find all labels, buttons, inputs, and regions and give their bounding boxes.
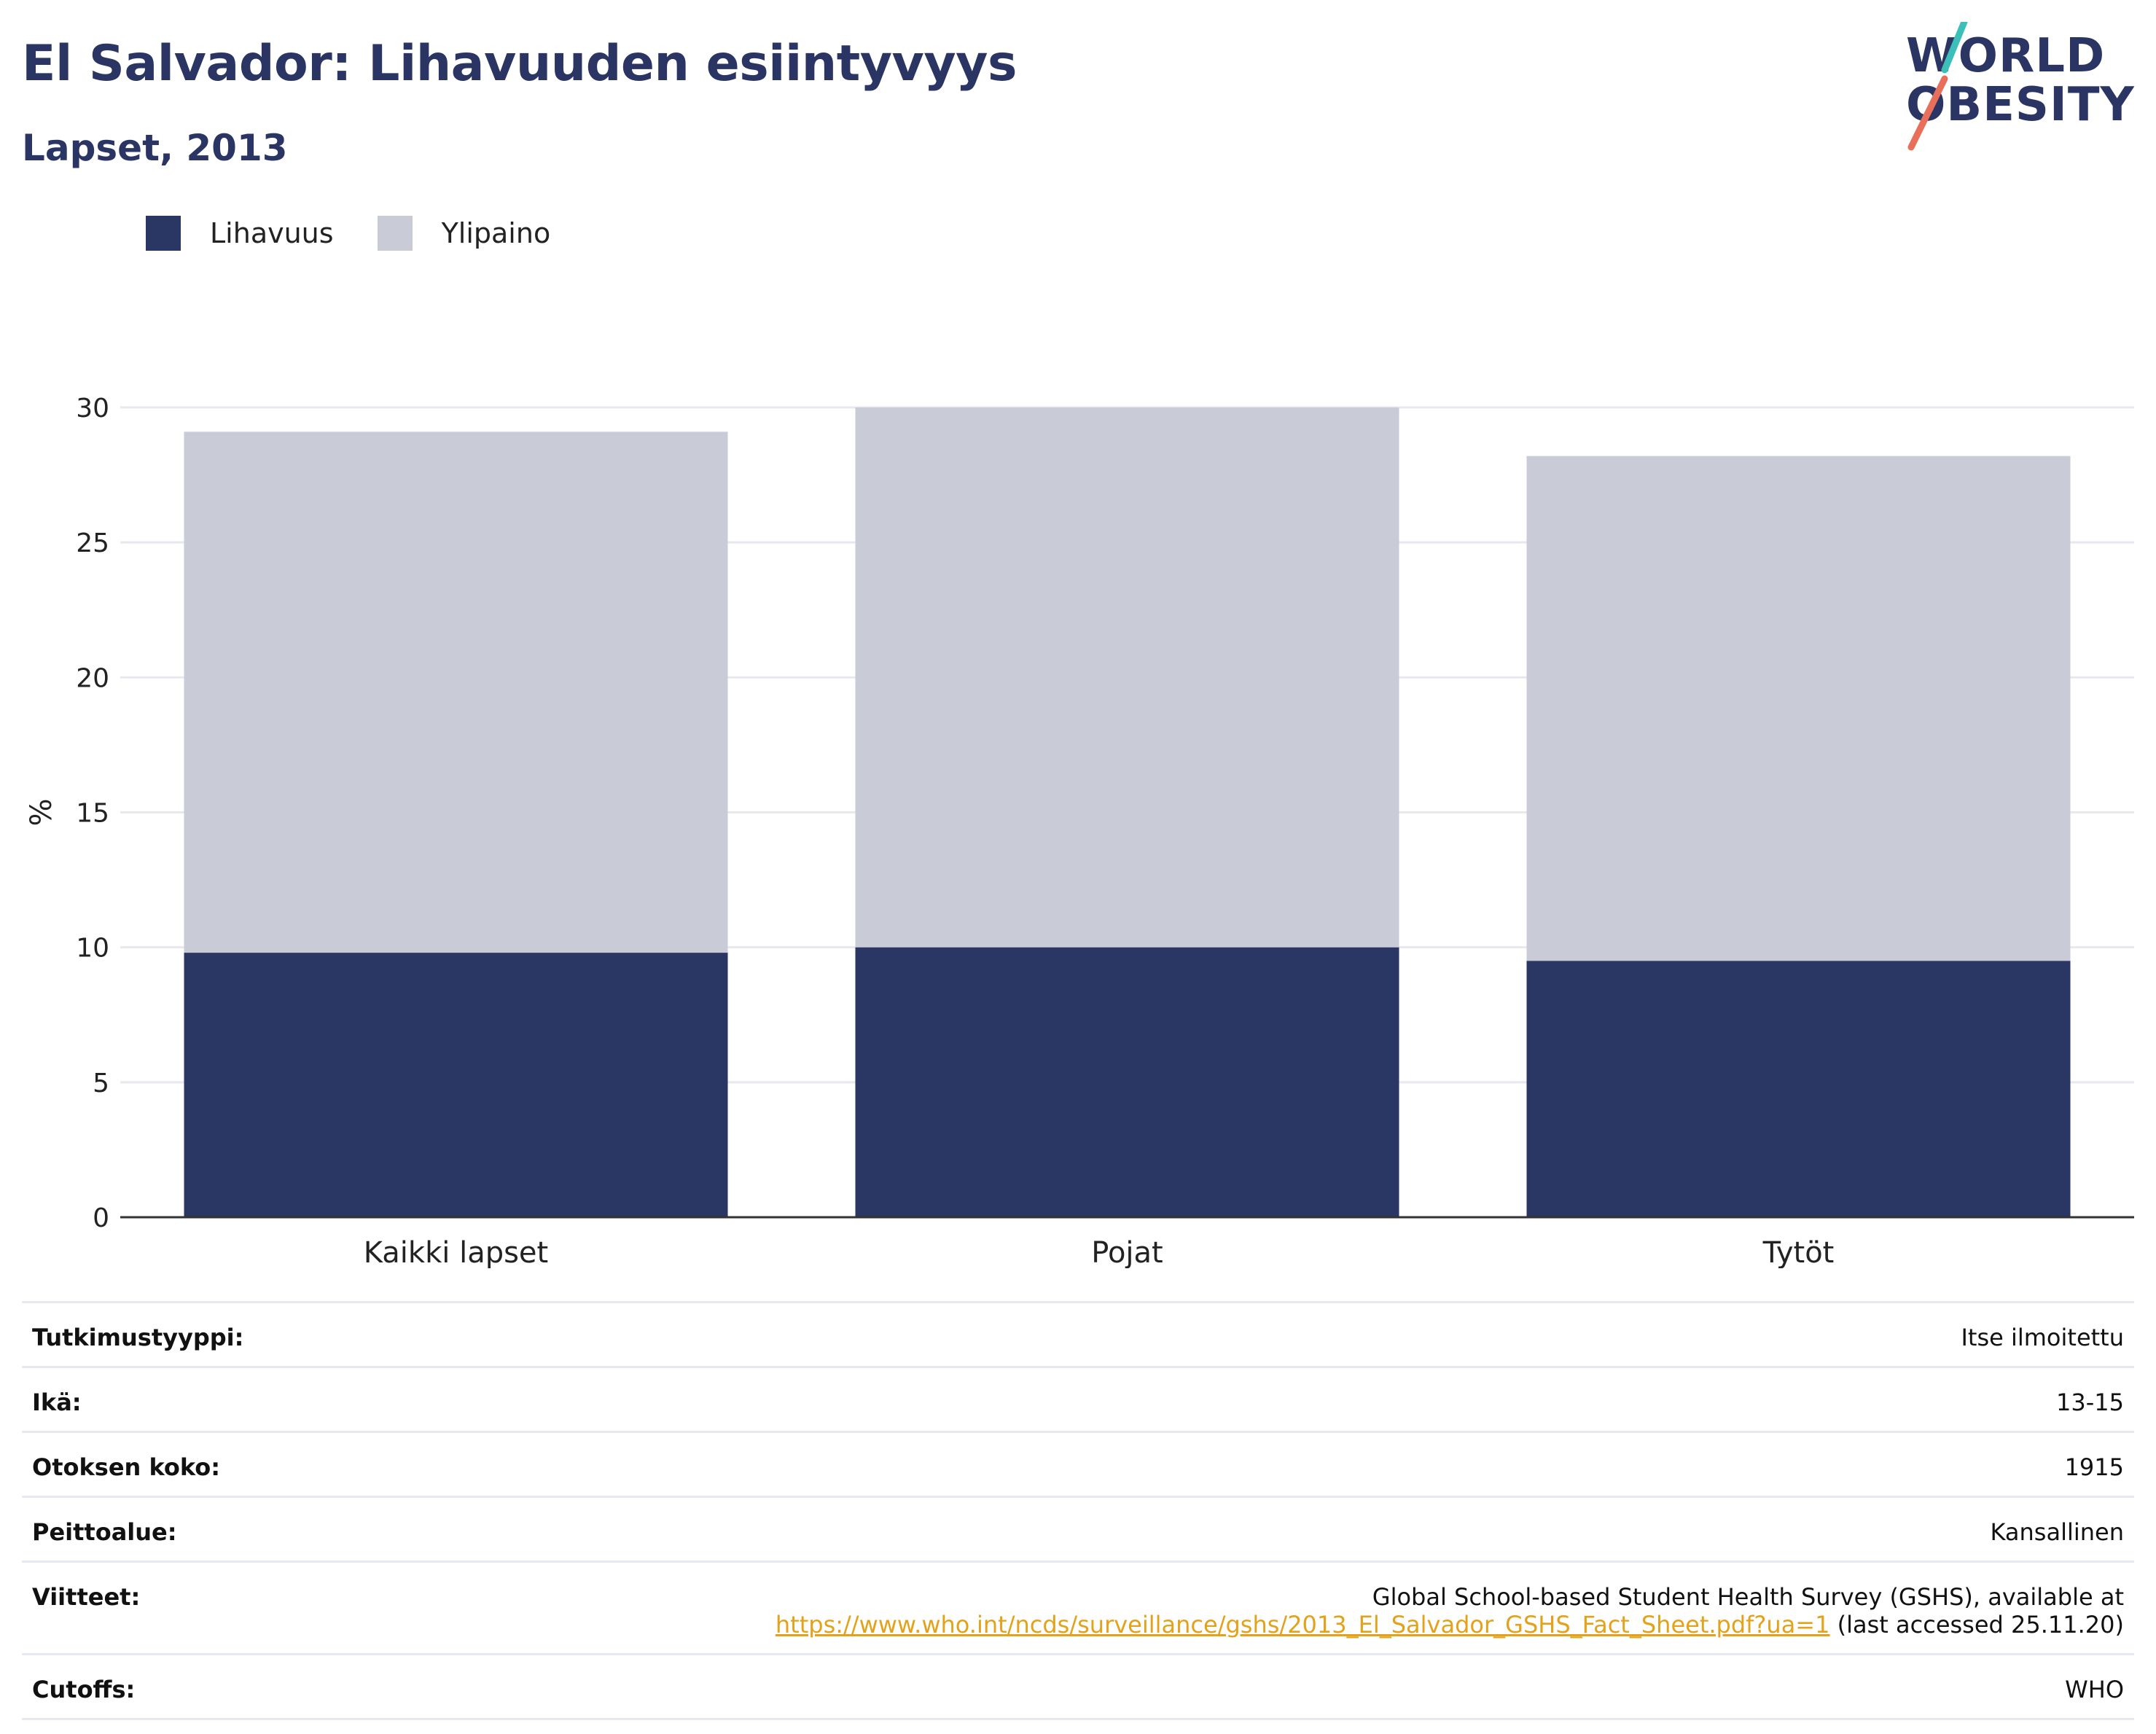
bar-overweight xyxy=(1526,456,2071,961)
y-tick-label: 25 xyxy=(76,528,109,558)
y-tick-label: 0 xyxy=(93,1203,109,1233)
x-tick-label: Pojat xyxy=(1091,1236,1163,1268)
chart-subtitle: Lapset, 2013 xyxy=(22,127,288,169)
y-tick-label: 20 xyxy=(76,663,109,693)
bar-obesity xyxy=(1526,961,2071,1217)
info-key: Ikä: xyxy=(32,1389,82,1416)
x-tick-label: Kaikki lapset xyxy=(364,1236,548,1268)
chart-title: El Salvador: Lihavuuden esiintyvyys xyxy=(22,35,1017,93)
bar-obesity xyxy=(855,947,1399,1217)
info-row-age: Ikä: 13-15 xyxy=(22,1366,2134,1431)
legend-label-overweight: Ylipaino xyxy=(441,217,551,249)
legend-label-obesity: Lihavuus xyxy=(210,217,334,249)
y-tick-label: 5 xyxy=(93,1069,109,1098)
info-value: Kansallinen xyxy=(1990,1518,2124,1546)
info-row-survey-type: Tutkimustyyppi: Itse ilmoitettu xyxy=(22,1301,2134,1366)
logo-slash-bottom xyxy=(1907,75,1948,151)
logo-line-1: WORLD xyxy=(1906,29,2105,83)
legend-swatch-obesity xyxy=(146,216,181,251)
world-obesity-logo: WORLD OBESITY xyxy=(1906,22,2134,151)
stacked-bar-chart: 0 5 10 15 20 25 30% Kaikki lapset Pojat Tytöt xyxy=(25,394,2134,1268)
info-value: 13-15 xyxy=(2056,1389,2124,1416)
y-tick-label: 15 xyxy=(76,799,109,829)
info-row-references: Viitteet: Global School-based Student He… xyxy=(22,1561,2134,1653)
bar-overweight xyxy=(184,431,728,953)
info-value: WHO xyxy=(2065,1676,2124,1703)
x-tick-label: Tytöt xyxy=(1762,1236,1835,1268)
info-row-coverage: Peittoalue: Kansallinen xyxy=(22,1496,2134,1561)
logo-slash-top xyxy=(1941,22,1968,74)
info-value-references: Global School-based Student Health Surve… xyxy=(776,1583,2124,1639)
reference-suffix: (last accessed 25.11.20) xyxy=(1829,1611,2124,1639)
info-row-sample-size: Otoksen koko: 1915 xyxy=(22,1431,2134,1496)
reference-text: Global School-based Student Health Surve… xyxy=(1372,1583,2124,1611)
y-tick-label: 30 xyxy=(76,394,109,423)
legend-item-obesity[interactable]: Lihavuus xyxy=(146,216,334,251)
y-tick-label: 10 xyxy=(76,934,109,964)
info-key: Tutkimustyyppi: xyxy=(32,1324,244,1351)
info-key: Viitteet: xyxy=(32,1583,141,1611)
chart-legend: Lihavuus Ylipaino xyxy=(146,216,594,251)
info-value: Itse ilmoitettu xyxy=(1961,1324,2124,1351)
info-value: 1915 xyxy=(2064,1453,2124,1481)
legend-item-overweight[interactable]: Ylipaino xyxy=(377,216,551,251)
info-key: Cutoffs: xyxy=(32,1676,136,1703)
info-key: Otoksen koko: xyxy=(32,1453,221,1481)
reference-link[interactable]: https://www.who.int/ncds/surveillance/gs… xyxy=(775,1611,1830,1639)
info-key: Peittoalue: xyxy=(32,1518,177,1546)
survey-info-table: Tutkimustyyppi: Itse ilmoitettu Ikä: 13-… xyxy=(22,1301,2134,1720)
legend-swatch-overweight xyxy=(377,216,413,251)
y-axis-label: % xyxy=(25,798,58,826)
bar-obesity xyxy=(184,953,728,1217)
info-row-cutoffs: Cutoffs: WHO xyxy=(22,1653,2134,1720)
bar-overweight xyxy=(855,407,1399,948)
